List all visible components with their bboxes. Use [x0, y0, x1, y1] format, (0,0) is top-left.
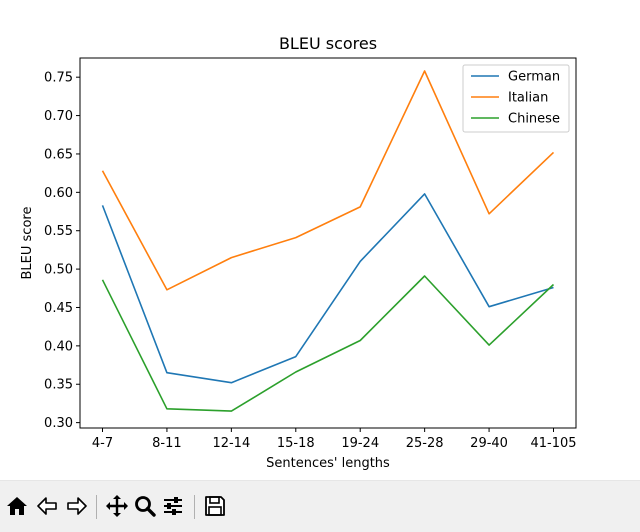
x-tick-label: 15-18 [277, 436, 315, 451]
back-arrow-icon [37, 497, 57, 515]
y-tick-label: 0.30 [44, 416, 73, 431]
legend: German Italian Chinese [462, 64, 570, 133]
navigation-toolbar [0, 480, 640, 532]
x-tick-label: 41-105 [530, 436, 576, 451]
forward-arrow-icon [67, 497, 87, 515]
series-line-german [101, 193, 554, 384]
save-button[interactable] [202, 493, 228, 519]
y-tick-label: 0.50 [44, 263, 73, 278]
y-tick-label: 0.75 [44, 71, 73, 86]
y-axis-ticks: 0.30 0.35 0.40 0.45 0.50 0.55 0.60 0.65 0.70 0.75 [44, 71, 80, 431]
toolbar-separator [96, 495, 97, 519]
configure-subplots-button[interactable] [160, 493, 186, 519]
x-tick-label: 25-28 [406, 436, 444, 451]
y-tick-label: 0.45 [44, 301, 73, 316]
series-lines [101, 70, 555, 412]
y-tick-label: 0.60 [44, 186, 73, 201]
back-button[interactable] [34, 493, 60, 519]
zoom-magnifier-icon [135, 496, 156, 517]
home-icon [7, 497, 27, 515]
axes-frame [79, 57, 577, 429]
x-tick-label: 12-14 [212, 436, 250, 451]
y-tick-label: 0.70 [44, 109, 73, 124]
x-axis-ticks: 4-7 8-11 12-14 15-18 19-24 25-28 29-40 41-105 [92, 428, 577, 451]
pan-button[interactable] [104, 493, 130, 519]
chart-title: BLEU scores [279, 34, 377, 53]
pan-move-icon [106, 495, 128, 517]
figure-canvas: 0.30 0.35 0.40 0.45 0.50 0.55 0.60 0.65 0.70 0.75… [20, 34, 577, 471]
legend-label-italian: Italian [508, 91, 548, 106]
toolbar-separator [194, 495, 195, 519]
series-line-italian [101, 70, 555, 291]
y-tick-label: 0.55 [44, 224, 73, 239]
x-tick-label: 8-11 [152, 436, 182, 451]
forward-button[interactable] [64, 493, 90, 519]
series-line-chinese [101, 275, 555, 412]
line-chart: 0.30 0.35 0.40 0.45 0.50 0.55 0.60 0.65 0.70 0.75… [20, 34, 577, 471]
home-button[interactable] [4, 493, 30, 519]
y-tick-label: 0.35 [44, 378, 73, 393]
legend-label-german: German [508, 70, 560, 85]
x-tick-label: 19-24 [341, 436, 379, 451]
save-floppy-icon [205, 496, 225, 516]
y-tick-label: 0.65 [44, 147, 73, 162]
legend-box [462, 64, 570, 133]
legend-label-chinese: Chinese [508, 112, 560, 127]
configure-subplots-icon [164, 497, 182, 515]
zoom-button[interactable] [132, 493, 158, 519]
plot-area-border [79, 57, 577, 429]
x-tick-label: 4-7 [92, 436, 113, 451]
x-axis-label: Sentences' lengths [266, 456, 390, 471]
y-axis-label: BLEU score [20, 207, 35, 280]
y-tick-label: 0.40 [44, 339, 73, 354]
x-tick-label: 29-40 [470, 436, 508, 451]
